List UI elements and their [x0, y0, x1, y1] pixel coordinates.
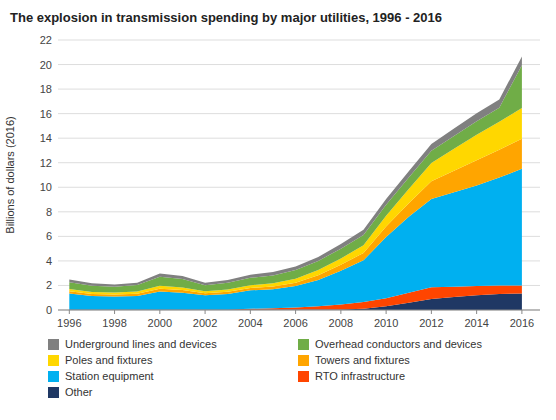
area — [69, 57, 522, 287]
legend-swatch — [48, 387, 59, 398]
x-tick — [476, 310, 477, 314]
y-axis-label: Billions of dollars (2016) — [4, 116, 16, 233]
x-tick — [386, 310, 387, 314]
areas — [69, 57, 522, 310]
legend-swatch — [298, 339, 309, 350]
area — [69, 65, 522, 292]
y-tick-label: 20 — [40, 59, 52, 71]
legend-swatch — [48, 371, 59, 382]
x-tick — [431, 310, 432, 314]
y-tick-label: 2 — [46, 279, 52, 291]
legend-swatch — [48, 339, 59, 350]
x-tick — [69, 310, 70, 314]
x-tick-label: 2000 — [148, 317, 172, 329]
legend-label: RTO infrastructure — [315, 370, 405, 382]
x-tick-label: 2002 — [193, 317, 217, 329]
y-tick-label: 4 — [46, 255, 52, 267]
x-tick-label: 1998 — [102, 317, 126, 329]
x-tick — [340, 310, 341, 314]
legend-swatch — [298, 355, 309, 366]
y-tick-label: 0 — [46, 304, 52, 316]
legend-swatch — [48, 355, 59, 366]
grid-line — [58, 64, 540, 65]
x-tick-label: 2010 — [374, 317, 398, 329]
y-tick-label: 6 — [46, 230, 52, 242]
x-tick-label: 2006 — [283, 317, 307, 329]
y-tick-label: 18 — [40, 83, 52, 95]
x-tick — [521, 310, 522, 314]
x-tick — [159, 310, 160, 314]
y-tick-label: 16 — [40, 108, 52, 120]
y-tick-label: 14 — [40, 132, 52, 144]
x-tick-label: 2016 — [510, 317, 534, 329]
grid — [58, 40, 540, 310]
x-tick — [205, 310, 206, 314]
y-tick-label: 12 — [40, 157, 52, 169]
title: The explosion in transmission spending b… — [10, 10, 442, 25]
x-tick — [295, 310, 296, 314]
x-tick-label: 2014 — [464, 317, 488, 329]
y-tick-label: 8 — [46, 206, 52, 218]
chart: The explosion in transmission spending b… — [0, 0, 556, 420]
grid-line — [58, 310, 540, 311]
x-tick-label: 2008 — [329, 317, 353, 329]
x-tick — [114, 310, 115, 314]
legend-label: Towers and fixtures — [315, 354, 410, 366]
legend-label: Other — [65, 386, 93, 398]
y-tick-label: 22 — [40, 34, 52, 46]
legend-label: Station equipment — [65, 370, 154, 382]
legend-label: Underground lines and devices — [65, 338, 217, 350]
legend-label: Overhead conductors and devices — [315, 338, 482, 350]
legend: Underground lines and devices Overhead co… — [48, 338, 482, 398]
x-tick-label: 2004 — [238, 317, 262, 329]
grid-line — [58, 89, 540, 90]
legend-label: Poles and fixtures — [65, 354, 153, 366]
grid-line — [58, 113, 540, 114]
legend-swatch — [298, 371, 309, 382]
x-tick-label: 2012 — [419, 317, 443, 329]
x-tick — [250, 310, 251, 314]
x-axis-line — [58, 310, 540, 311]
x-tick-label: 1996 — [57, 317, 81, 329]
y-tick-label: 10 — [40, 181, 52, 193]
grid-line — [58, 40, 540, 41]
